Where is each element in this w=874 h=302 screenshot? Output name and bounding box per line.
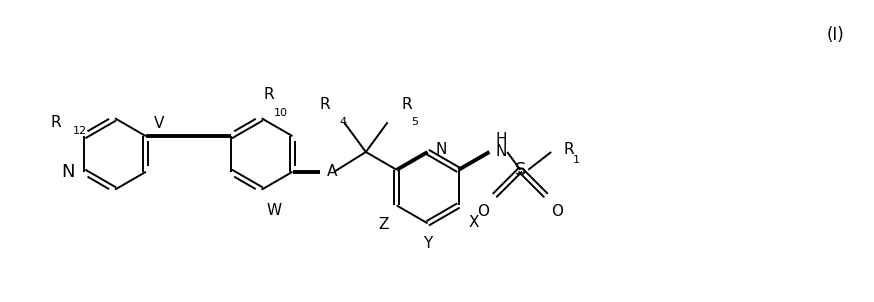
Text: S: S <box>515 161 526 179</box>
Text: V: V <box>154 116 164 131</box>
Text: 1: 1 <box>573 155 580 165</box>
Text: 12: 12 <box>73 126 87 136</box>
Text: R: R <box>51 115 61 130</box>
Text: Z: Z <box>378 217 389 232</box>
Text: 5: 5 <box>412 117 419 127</box>
Text: R: R <box>264 88 274 102</box>
Text: X: X <box>468 215 479 230</box>
Text: (I): (I) <box>827 26 844 44</box>
Text: R: R <box>320 97 330 112</box>
Text: O: O <box>477 204 489 219</box>
Text: O: O <box>551 204 563 219</box>
Text: 4: 4 <box>339 117 346 127</box>
Text: 10: 10 <box>274 108 288 118</box>
Text: N: N <box>62 163 75 181</box>
Text: H: H <box>496 132 507 146</box>
Text: N: N <box>496 144 507 159</box>
Text: R: R <box>563 142 573 156</box>
Text: W: W <box>267 203 281 217</box>
Text: R: R <box>401 97 413 112</box>
Text: A: A <box>327 164 337 179</box>
Text: Y: Y <box>423 236 433 251</box>
Text: N: N <box>435 142 447 156</box>
